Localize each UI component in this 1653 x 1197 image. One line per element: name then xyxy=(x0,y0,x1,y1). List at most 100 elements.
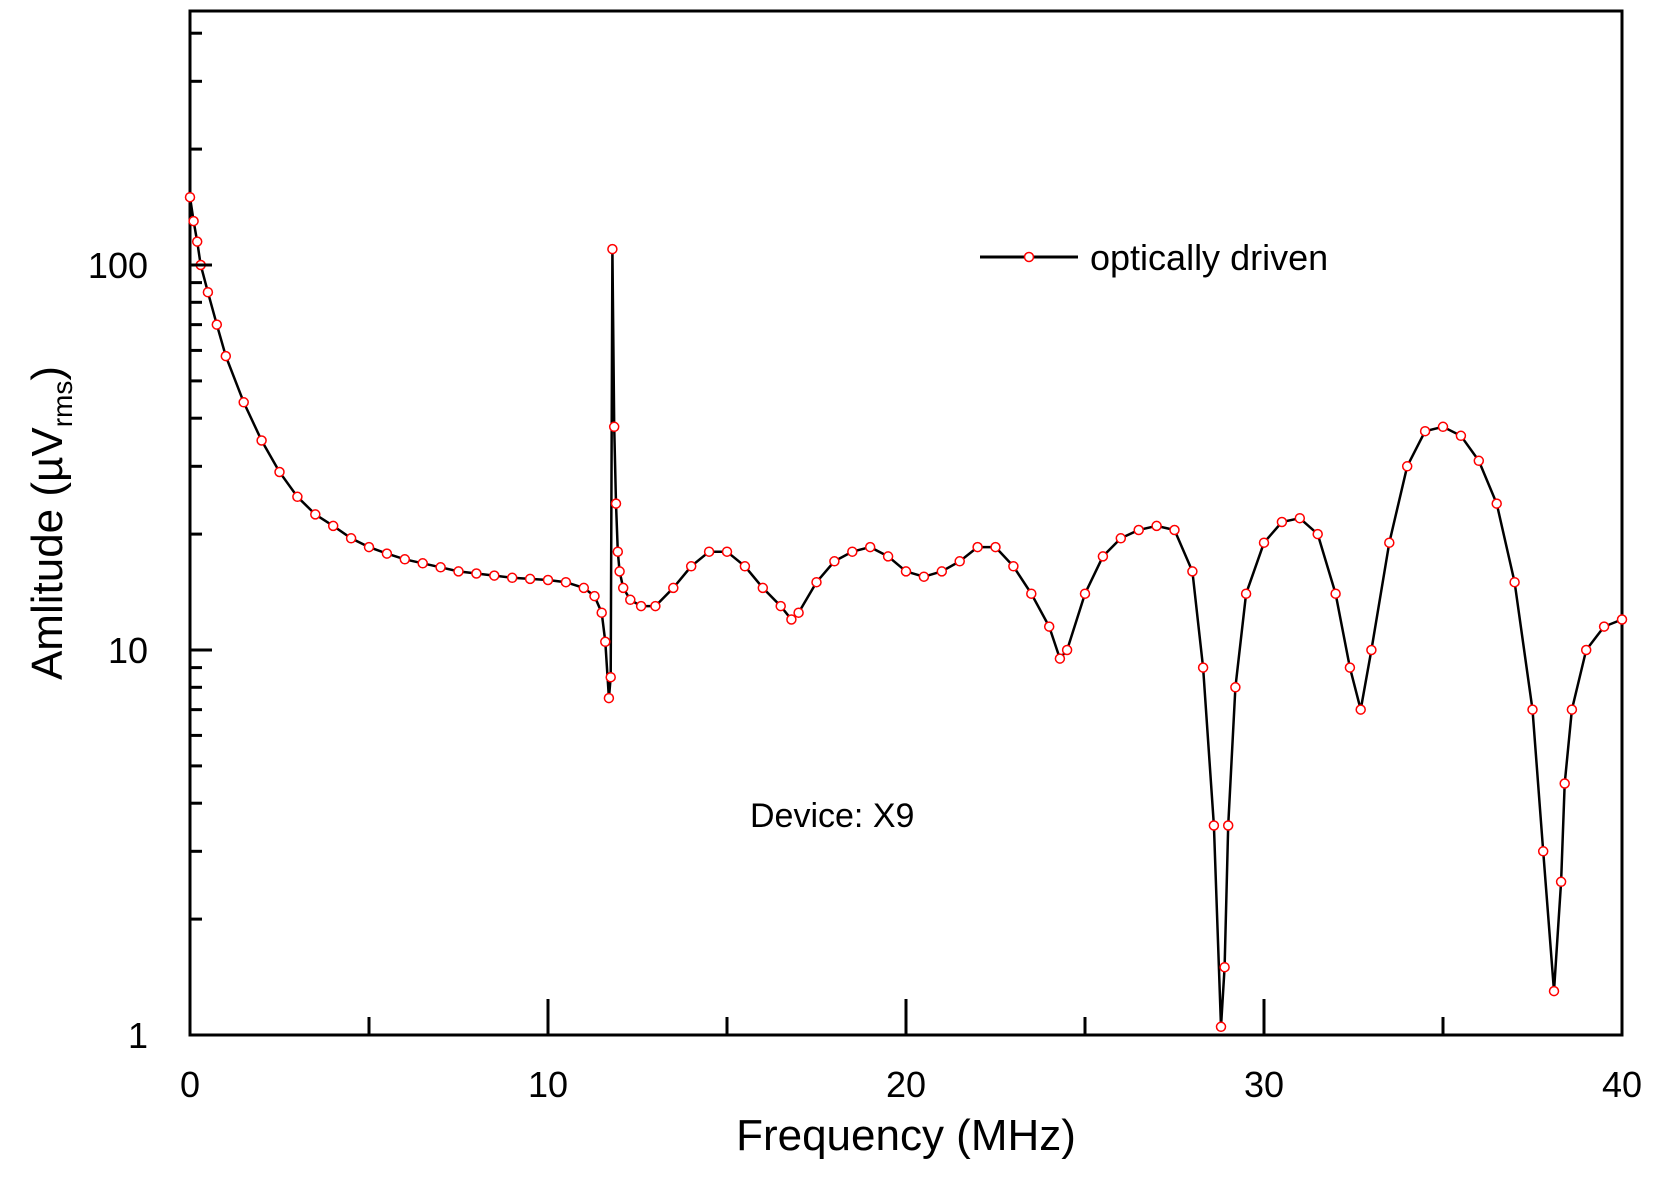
series-marker xyxy=(1330,588,1341,599)
series-marker xyxy=(972,541,983,553)
series-marker xyxy=(1133,524,1144,536)
series-marker xyxy=(635,600,647,612)
y-axis-title-prefix: Amlitude ( xyxy=(23,482,72,680)
plot-frame xyxy=(188,9,1624,1037)
series-marker xyxy=(184,191,196,203)
series-marker xyxy=(560,576,572,588)
series-marker xyxy=(399,554,411,565)
series-marker xyxy=(1491,498,1502,509)
series-markers-group xyxy=(184,191,1628,1033)
series-marker xyxy=(610,498,622,509)
series-marker xyxy=(1344,662,1356,673)
series-marker xyxy=(310,509,321,520)
series-marker xyxy=(739,561,751,572)
series-marker xyxy=(1566,704,1578,715)
series-marker xyxy=(435,562,446,573)
series-marker xyxy=(1215,1021,1227,1033)
y-axis-title-unit: V xyxy=(23,427,72,457)
series-marker xyxy=(1537,846,1549,857)
series-marker xyxy=(1616,614,1628,625)
series-marker xyxy=(345,533,357,544)
series-marker xyxy=(605,671,616,683)
x-axis-ticks: 0 10 20 30 40 xyxy=(180,999,1642,1105)
series-marker xyxy=(188,215,199,227)
series-line xyxy=(188,197,1623,1027)
series-marker xyxy=(1366,644,1377,656)
series-marker xyxy=(471,568,482,579)
series-marker xyxy=(1580,644,1592,656)
series-marker xyxy=(603,692,615,704)
series-marker xyxy=(417,558,428,569)
series-marker xyxy=(596,607,607,618)
legend-marker-swatch xyxy=(1023,251,1035,263)
series-marker xyxy=(220,350,232,362)
series-marker xyxy=(1548,985,1560,997)
x-tick-label: 20 xyxy=(886,1064,926,1105)
series-marker xyxy=(292,491,303,503)
series-marker xyxy=(1527,704,1538,715)
series-marker xyxy=(1151,520,1162,532)
series-marker xyxy=(211,319,223,330)
series-marker xyxy=(589,590,600,602)
series-marker xyxy=(757,582,769,594)
series-marker xyxy=(1276,516,1288,528)
series-marker xyxy=(453,566,464,577)
series-marker xyxy=(327,520,339,532)
series-marker xyxy=(954,556,965,567)
series-marker xyxy=(793,607,804,618)
series-marker xyxy=(625,594,636,606)
y-tick-label: 10 xyxy=(108,630,148,671)
legend-label: optically driven xyxy=(1090,237,1328,278)
legend: optically driven xyxy=(980,237,1328,278)
y-axis-title-mu: µ xyxy=(23,457,72,482)
series-marker xyxy=(1455,430,1467,442)
series-marker xyxy=(990,541,1001,553)
series-marker xyxy=(1384,537,1395,548)
series-marker xyxy=(936,566,948,577)
series-marker xyxy=(1097,551,1109,562)
series-marker xyxy=(489,570,500,581)
device-annotation: Device: X9 xyxy=(750,797,914,835)
series-marker xyxy=(607,243,618,255)
series-marker xyxy=(864,541,876,553)
series-marker xyxy=(238,397,249,408)
series-marker xyxy=(274,466,285,478)
series-marker xyxy=(811,576,822,588)
series-marker xyxy=(1559,778,1570,789)
series-marker xyxy=(524,573,536,585)
series-marker xyxy=(1079,588,1091,599)
y-axis-title: Amlitude (µVrms) xyxy=(23,366,78,680)
series-marker xyxy=(1419,425,1431,437)
series-marker xyxy=(1054,653,1066,664)
x-axis-title: Frequency (MHz) xyxy=(736,1111,1076,1160)
series-marker xyxy=(918,571,930,582)
x-tick-label: 30 xyxy=(1244,1064,1284,1105)
y-axis-ticks: 1 10 100 xyxy=(88,31,212,1056)
series-marker xyxy=(847,546,858,557)
series-marker xyxy=(1222,820,1234,831)
series-marker xyxy=(191,236,203,247)
series-marker xyxy=(1043,621,1055,632)
series-marker xyxy=(1401,461,1413,472)
series-marker xyxy=(721,546,733,557)
series-marker xyxy=(1312,528,1323,540)
series-marker xyxy=(608,421,620,433)
series-marker xyxy=(1240,588,1252,599)
series-marker xyxy=(578,582,590,594)
series-marker xyxy=(829,556,840,567)
series-marker xyxy=(202,286,214,298)
y-axis-title-subscript: rms xyxy=(47,381,78,428)
series-marker xyxy=(703,546,715,557)
series-marker xyxy=(775,600,786,612)
series-marker xyxy=(1230,682,1241,693)
series-marker xyxy=(1355,704,1366,715)
series-marker xyxy=(650,600,661,612)
series-marker xyxy=(1598,621,1610,632)
series-marker xyxy=(668,582,679,594)
series-marker xyxy=(1294,512,1306,524)
series-marker xyxy=(1509,576,1520,588)
series-marker xyxy=(1555,876,1567,888)
series-marker xyxy=(1219,961,1230,973)
series-marker xyxy=(1169,524,1180,536)
x-tick-label: 10 xyxy=(528,1064,568,1105)
